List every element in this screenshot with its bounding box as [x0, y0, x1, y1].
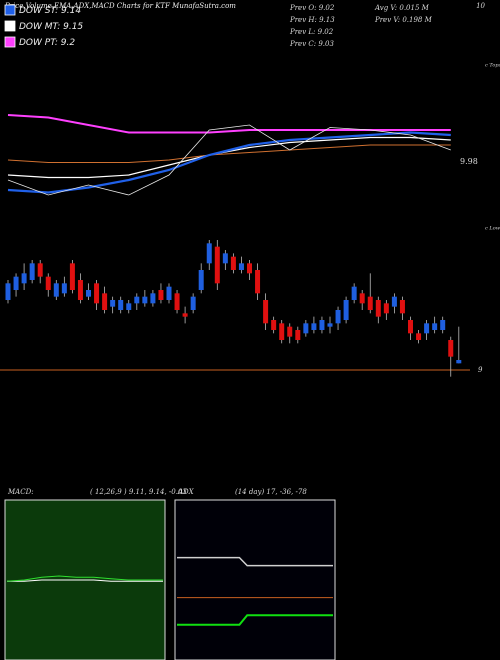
candle-body	[110, 300, 116, 307]
candle-body	[158, 290, 164, 300]
candle-body	[190, 296, 196, 310]
candle-body	[375, 300, 381, 317]
candle-body	[45, 276, 51, 290]
legend-swatch	[4, 4, 16, 16]
candle-body	[21, 273, 27, 284]
candle-body	[456, 360, 462, 364]
candle-body	[391, 296, 397, 307]
candle-body	[335, 310, 341, 324]
series-line	[7, 131, 451, 194]
candle-body	[118, 300, 124, 310]
page-title: Price,Volume,EMA,ADX,MACD Charts for KTF…	[4, 2, 236, 10]
candle-body	[424, 323, 430, 334]
candle-body	[126, 303, 132, 310]
avg-volume: Avg V: 0.015 M	[374, 4, 430, 12]
series-line	[7, 124, 451, 196]
series-line	[7, 114, 451, 134]
legend-swatch	[4, 36, 16, 48]
candle-body	[271, 320, 277, 330]
candle-body	[214, 246, 220, 284]
panel-subtitle: ( 12,26,9 ) 9.11, 9.14, -0.03	[90, 488, 187, 496]
legend-label: DOW MT: 9.15	[19, 22, 83, 32]
panel-title: MACD:	[7, 488, 34, 496]
candle-body	[383, 303, 389, 314]
candle-body	[102, 293, 108, 310]
legend-label: DOW ST: 9.14	[19, 6, 81, 16]
candle-body	[399, 300, 405, 314]
candle-body	[327, 323, 333, 327]
candle-body	[351, 286, 357, 300]
candle-body	[319, 320, 325, 330]
candle-body	[359, 293, 365, 304]
candle-body	[166, 286, 172, 300]
candle-body	[174, 293, 180, 310]
series-line	[7, 579, 163, 582]
candle-body	[287, 326, 293, 337]
candle-body	[61, 283, 67, 294]
candle-body	[77, 280, 83, 300]
candle-body	[343, 300, 349, 320]
candle-body	[198, 270, 204, 290]
panel-title: ADX	[177, 488, 195, 496]
series-line	[7, 144, 451, 163]
series-line	[177, 556, 333, 567]
prev-high: Prev H: 9.13	[289, 16, 335, 24]
series-line	[6, 575, 163, 582]
candle-body	[295, 330, 301, 340]
candle-body	[86, 290, 91, 297]
candle-body	[230, 256, 236, 270]
candle-body	[303, 323, 309, 334]
series-line	[7, 136, 451, 179]
legend-swatch	[4, 20, 16, 32]
candle-body	[416, 333, 422, 340]
panel-background	[174, 499, 336, 660]
candle-body	[448, 340, 454, 357]
prev-low: Prev L: 9.02	[289, 28, 334, 36]
prev-close: Prev C: 9.03	[289, 40, 334, 48]
candle-body	[255, 270, 261, 294]
prev-open: Prev O: 9.02	[289, 4, 335, 12]
annotation: c Lows	[485, 226, 500, 232]
candle-body	[367, 296, 373, 310]
candle-body	[247, 263, 252, 274]
candle-body	[37, 263, 43, 277]
y-tick-label: 9	[478, 366, 483, 374]
candle-body	[53, 283, 59, 297]
candle-body	[182, 313, 188, 317]
candle-body	[13, 276, 19, 290]
candle-body	[279, 323, 285, 340]
annotation: 9.98	[460, 157, 478, 166]
candle-body	[69, 263, 75, 290]
candle-body	[142, 296, 148, 304]
top-label: 10	[476, 2, 485, 10]
candle-body	[263, 300, 269, 324]
series-line	[177, 614, 333, 626]
prev-volume: Prev V: 0.198 M	[374, 16, 433, 24]
candle-body	[94, 283, 100, 304]
candle-body	[408, 320, 413, 334]
candle-body	[150, 293, 156, 304]
candle-body	[238, 263, 244, 270]
candle-body	[311, 323, 317, 330]
candle-body	[206, 243, 212, 264]
candle-body	[134, 296, 140, 304]
candle-body	[222, 253, 228, 264]
candle-body	[440, 320, 446, 330]
annotation: c Tops	[485, 63, 500, 69]
candle-body	[5, 283, 11, 300]
legend-label: DOW PT: 9.2	[19, 38, 75, 48]
candle-body	[432, 323, 438, 330]
candle-body	[29, 263, 35, 280]
panel-subtitle: (14 day) 17, -36, -78	[235, 488, 307, 496]
